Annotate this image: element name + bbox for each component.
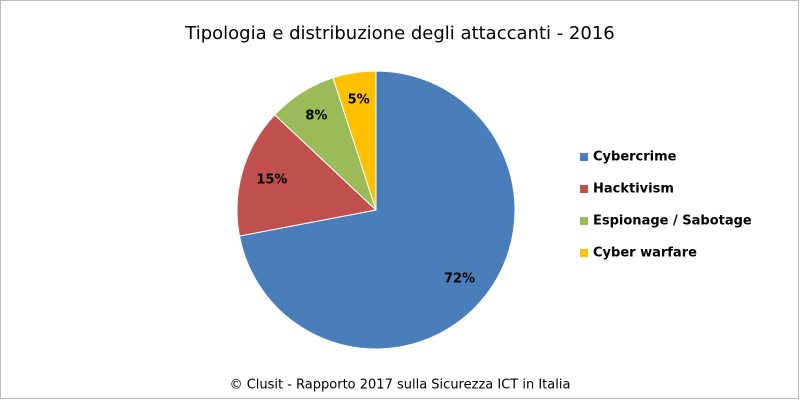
data-label: 8% [305, 109, 327, 124]
source-note: © Clusit - Rapporto 2017 sulla Sicurezza… [230, 378, 571, 393]
pie-slice [236, 114, 378, 237]
legend-label: Espionage / Sabotage [593, 214, 752, 229]
legend-swatch [580, 185, 588, 193]
legend-label: Cybercrime [593, 150, 677, 165]
legend-label: Cyber warfare [593, 246, 697, 261]
data-label: 5% [348, 93, 370, 108]
data-label: 72% [444, 272, 475, 287]
legend-swatch [580, 153, 588, 161]
pie-slice [238, 70, 516, 350]
legend-label: Hacktivism [593, 182, 674, 197]
chart-title: Tipologia e distribuzione degli attaccan… [184, 23, 615, 44]
data-label: 15% [256, 172, 287, 187]
legend-swatch [580, 217, 588, 225]
pie-slice [332, 70, 377, 211]
legend-swatch [580, 249, 588, 257]
